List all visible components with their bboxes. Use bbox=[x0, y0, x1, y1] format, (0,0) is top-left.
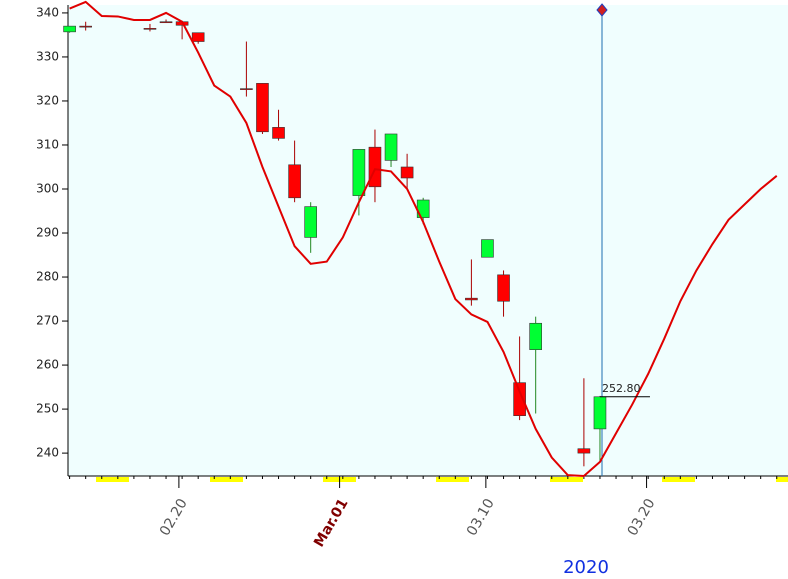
candle-body bbox=[191, 32, 205, 42]
candle-body bbox=[465, 297, 478, 301]
candle-body bbox=[593, 396, 607, 430]
weekend-markers bbox=[96, 477, 788, 482]
candle-body bbox=[143, 28, 157, 30]
year-label: 2020 bbox=[563, 557, 609, 578]
candle-body bbox=[240, 88, 253, 90]
candle-body bbox=[159, 21, 173, 24]
y-tick-label: 240 bbox=[36, 446, 59, 460]
candle-body bbox=[384, 133, 398, 161]
candle-body bbox=[368, 146, 382, 188]
candle-body bbox=[256, 83, 269, 133]
candle-body bbox=[79, 25, 92, 28]
y-tick-label: 300 bbox=[36, 181, 59, 195]
candle-body bbox=[272, 127, 285, 139]
y-tick-label: 260 bbox=[36, 358, 59, 372]
candle-body bbox=[63, 25, 76, 33]
y-tick-label: 310 bbox=[36, 137, 59, 151]
y-tick-label: 330 bbox=[36, 49, 59, 63]
x-tick-label: 03.20 bbox=[625, 496, 659, 539]
x-tick-label: 03.10 bbox=[464, 496, 498, 539]
candle-body bbox=[304, 206, 317, 238]
y-tick-label: 250 bbox=[36, 402, 59, 416]
candle-body bbox=[481, 239, 494, 258]
y-tick-label: 340 bbox=[36, 5, 59, 19]
cursor-marker bbox=[596, 3, 608, 17]
plot-area bbox=[68, 5, 788, 476]
y-tick-label: 280 bbox=[36, 270, 59, 284]
candle-body bbox=[400, 166, 414, 179]
candle-body bbox=[529, 322, 542, 350]
x-tick-label: Mar.01 bbox=[311, 496, 351, 550]
last-close-label: 252.80 bbox=[602, 382, 641, 395]
y-tick-label: 290 bbox=[36, 226, 59, 240]
trend-line bbox=[69, 0, 778, 478]
candle-body bbox=[497, 274, 510, 302]
candle-body bbox=[513, 382, 526, 416]
candle-body bbox=[288, 164, 301, 199]
y-tick-label: 320 bbox=[36, 93, 59, 107]
x-tick-label: 02.20 bbox=[157, 496, 191, 539]
y-tick-label: 270 bbox=[36, 314, 59, 328]
candle-body bbox=[352, 149, 366, 196]
candle-body bbox=[577, 448, 591, 454]
